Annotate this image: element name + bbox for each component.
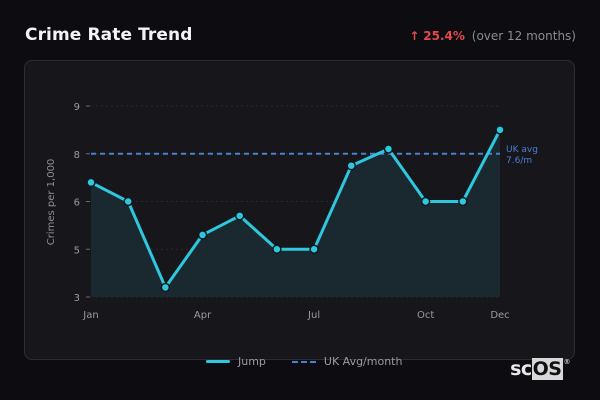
data-point[interactable] [309,244,319,254]
data-point[interactable] [495,125,505,135]
y-tick-label: 8 [74,150,80,161]
x-axis: Jan Apr Jul Oct Dec [82,310,509,321]
logo-highlight: OS [531,358,563,380]
x-tick-label: Oct [417,310,434,321]
registered-mark: ® [563,358,571,366]
data-point[interactable] [458,196,468,207]
logo-prefix: sc [510,358,532,380]
area-fill [91,129,500,297]
data-point[interactable] [383,144,394,154]
legend: Jump UK Avg/month [206,355,402,368]
y-axis-label: Crimes per 1,000 [46,159,57,246]
y-axis: 9 8 6 5 3 [74,102,90,304]
data-point[interactable] [160,282,171,293]
data-point[interactable] [197,230,208,240]
y-tick-label: 3 [74,293,80,304]
x-tick-label: Jul [307,310,320,321]
data-point[interactable] [420,196,431,207]
legend-item-jump[interactable]: Jump [206,355,266,368]
x-tick-label: Jan [82,310,98,321]
legend-item-uk-avg[interactable]: UK Avg/month [291,355,403,368]
data-point[interactable] [346,160,357,171]
y-tick-label: 5 [74,245,80,256]
y-tick-label: 6 [74,198,80,209]
trend-delta: ↑ 25.4% (over 12 months) [409,29,576,43]
data-point[interactable] [272,244,282,254]
dashed-line-swatch-icon [291,360,316,363]
solid-line-swatch-icon [206,360,230,363]
data-point[interactable] [86,177,96,188]
data-point[interactable] [234,211,245,221]
data-points [86,125,505,293]
reference-label-line2: 7.6/m [506,156,532,166]
reference-label-line1: UK avg [506,145,538,155]
series-line-jump [90,129,502,289]
data-point[interactable] [123,196,133,207]
legend-label-jump: Jump [238,355,266,368]
x-tick-label: Apr [194,310,212,321]
arrow-up-icon: ↑ [409,29,420,43]
delta-percent: 25.4% [423,29,465,43]
delta-note: (over 12 months) [471,29,576,43]
scos-logo: scOS ® [510,358,570,380]
chart-title: Crime Rate Trend [25,25,193,45]
legend-label-uk-avg: UK Avg/month [323,355,403,368]
y-tick-label: 9 [74,102,80,113]
x-tick-label: Dec [490,310,509,321]
